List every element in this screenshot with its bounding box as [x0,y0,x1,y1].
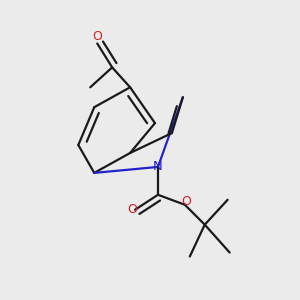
Text: O: O [127,203,137,216]
Text: O: O [92,30,102,43]
Text: N: N [153,160,163,173]
Text: O: O [182,195,191,208]
